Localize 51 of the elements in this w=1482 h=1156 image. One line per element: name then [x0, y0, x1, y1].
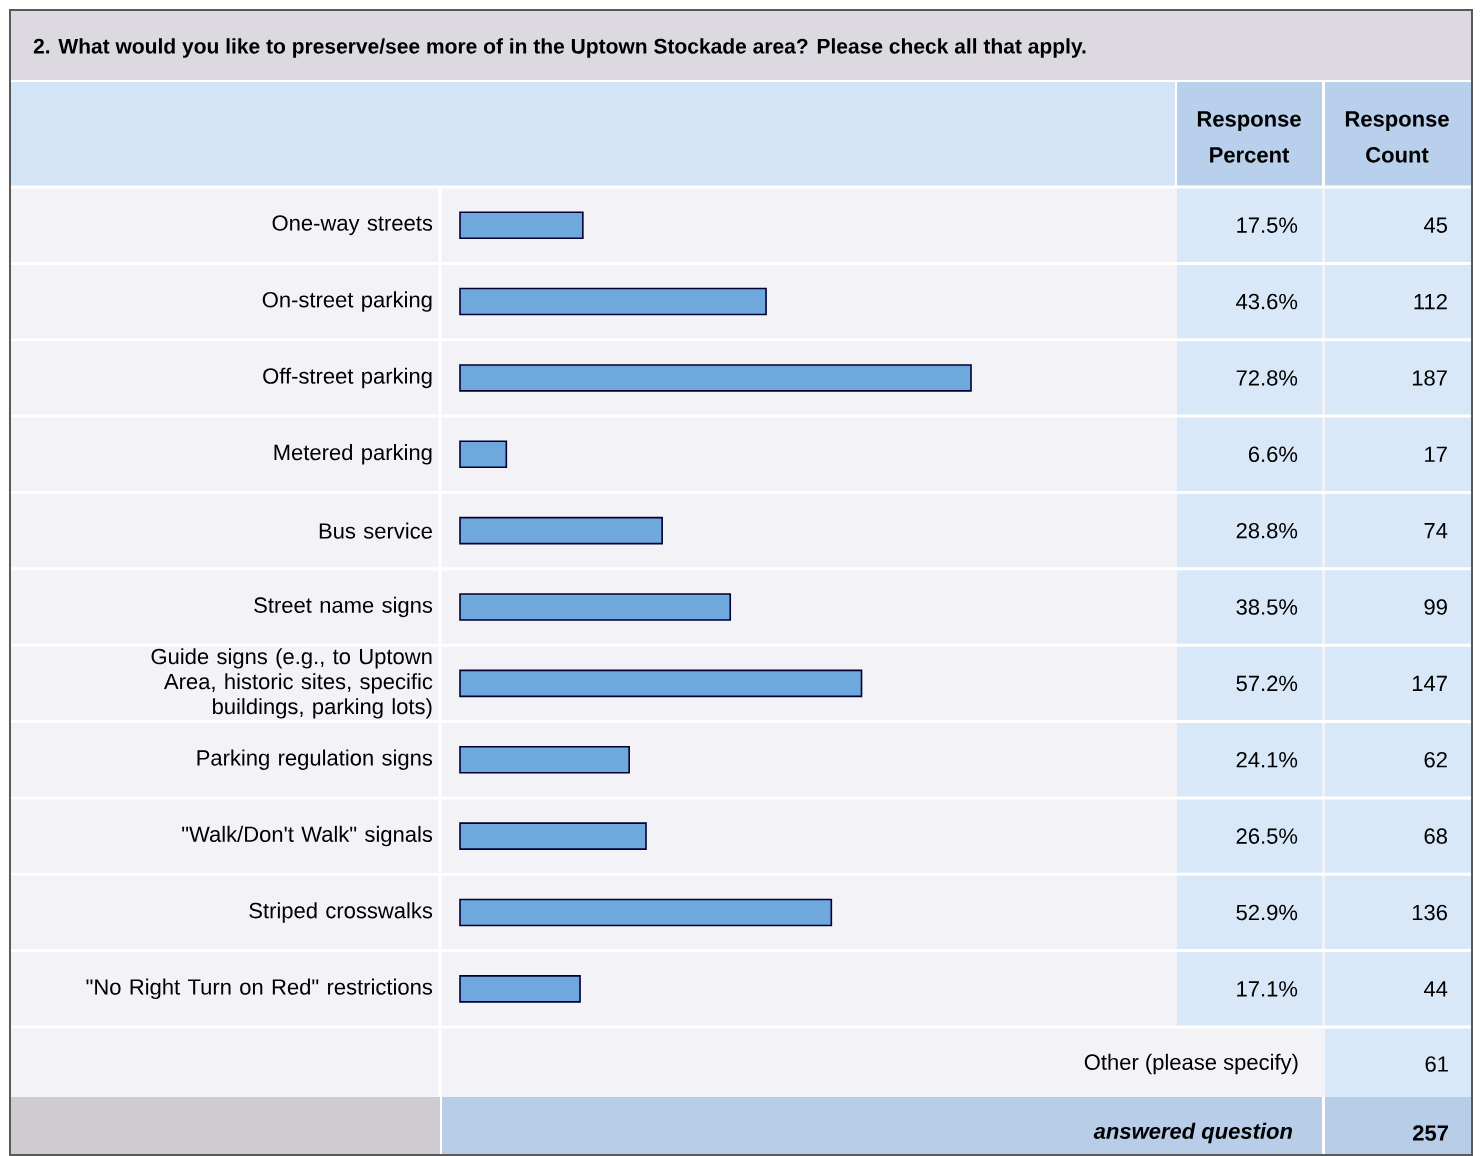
text: 44	[1423, 981, 1448, 997]
data-label: 72.8%	[1236, 370, 1298, 386]
bar	[459, 822, 647, 850]
y-tick-label: Street name signs	[254, 596, 433, 618]
text: 99	[1424, 599, 1447, 615]
text: 45	[1423, 217, 1447, 233]
y-tick-label: On-street parking	[262, 291, 432, 312]
bar	[459, 593, 732, 621]
text: 112	[1414, 293, 1447, 310]
text: 147	[1412, 675, 1447, 691]
bar	[459, 669, 863, 698]
data-label: 43.6%	[1236, 293, 1298, 310]
y-tick-label: Bus service	[319, 522, 432, 539]
y-tick-label: Striped crosswalks	[249, 902, 433, 923]
text: 187	[1412, 370, 1447, 386]
text: Response Percent	[1197, 111, 1301, 163]
y-tick-label: Guide signs (e.g., to Uptown Area, historic sites, specific buildings, parking lots)	[151, 648, 433, 719]
text: 68	[1424, 828, 1447, 844]
bar	[459, 975, 581, 1003]
y-tick-label: Parking regulation signs	[197, 749, 433, 770]
bar	[459, 898, 833, 927]
text: answered question	[1093, 1122, 1293, 1144]
text: 17	[1425, 446, 1447, 462]
data-label: 17.1%	[1237, 981, 1298, 997]
y-tick-label: One-way streets	[272, 215, 433, 236]
bar	[459, 440, 508, 469]
text: Response Count	[1345, 111, 1449, 163]
data-label: 52.9%	[1236, 904, 1298, 921]
bar	[459, 211, 584, 239]
data-label: 6.6%	[1248, 446, 1298, 463]
bar	[459, 364, 972, 392]
text: 74	[1424, 523, 1448, 539]
y-tick-label: "Walk/Don't Walk" signals	[182, 825, 433, 847]
text: 61	[1425, 1056, 1448, 1072]
text: 62	[1424, 751, 1447, 768]
y-tick-label: "No Right Turn on Red" restrictions	[86, 978, 433, 1000]
text: 257	[1413, 1125, 1448, 1141]
bar	[459, 516, 663, 545]
bar	[459, 287, 767, 316]
chart-title: 2. What would you like to preserve/see more of in the Uptown Stockade area? Please check all that apply.	[33, 38, 1086, 58]
data-label: 28.8%	[1236, 522, 1298, 539]
data-label: 17.5%	[1237, 217, 1298, 233]
data-label: 26.5%	[1236, 828, 1298, 844]
y-tick-label: Off-street parking	[263, 367, 432, 389]
data-label: 57.2%	[1236, 675, 1298, 692]
text: 136	[1412, 904, 1447, 921]
data-label: 38.5%	[1236, 599, 1298, 615]
data-label: 24.1%	[1236, 752, 1298, 768]
text: Other (please specify)	[1084, 1053, 1298, 1075]
bar	[459, 745, 630, 774]
y-tick-label: Metered parking	[274, 444, 432, 465]
